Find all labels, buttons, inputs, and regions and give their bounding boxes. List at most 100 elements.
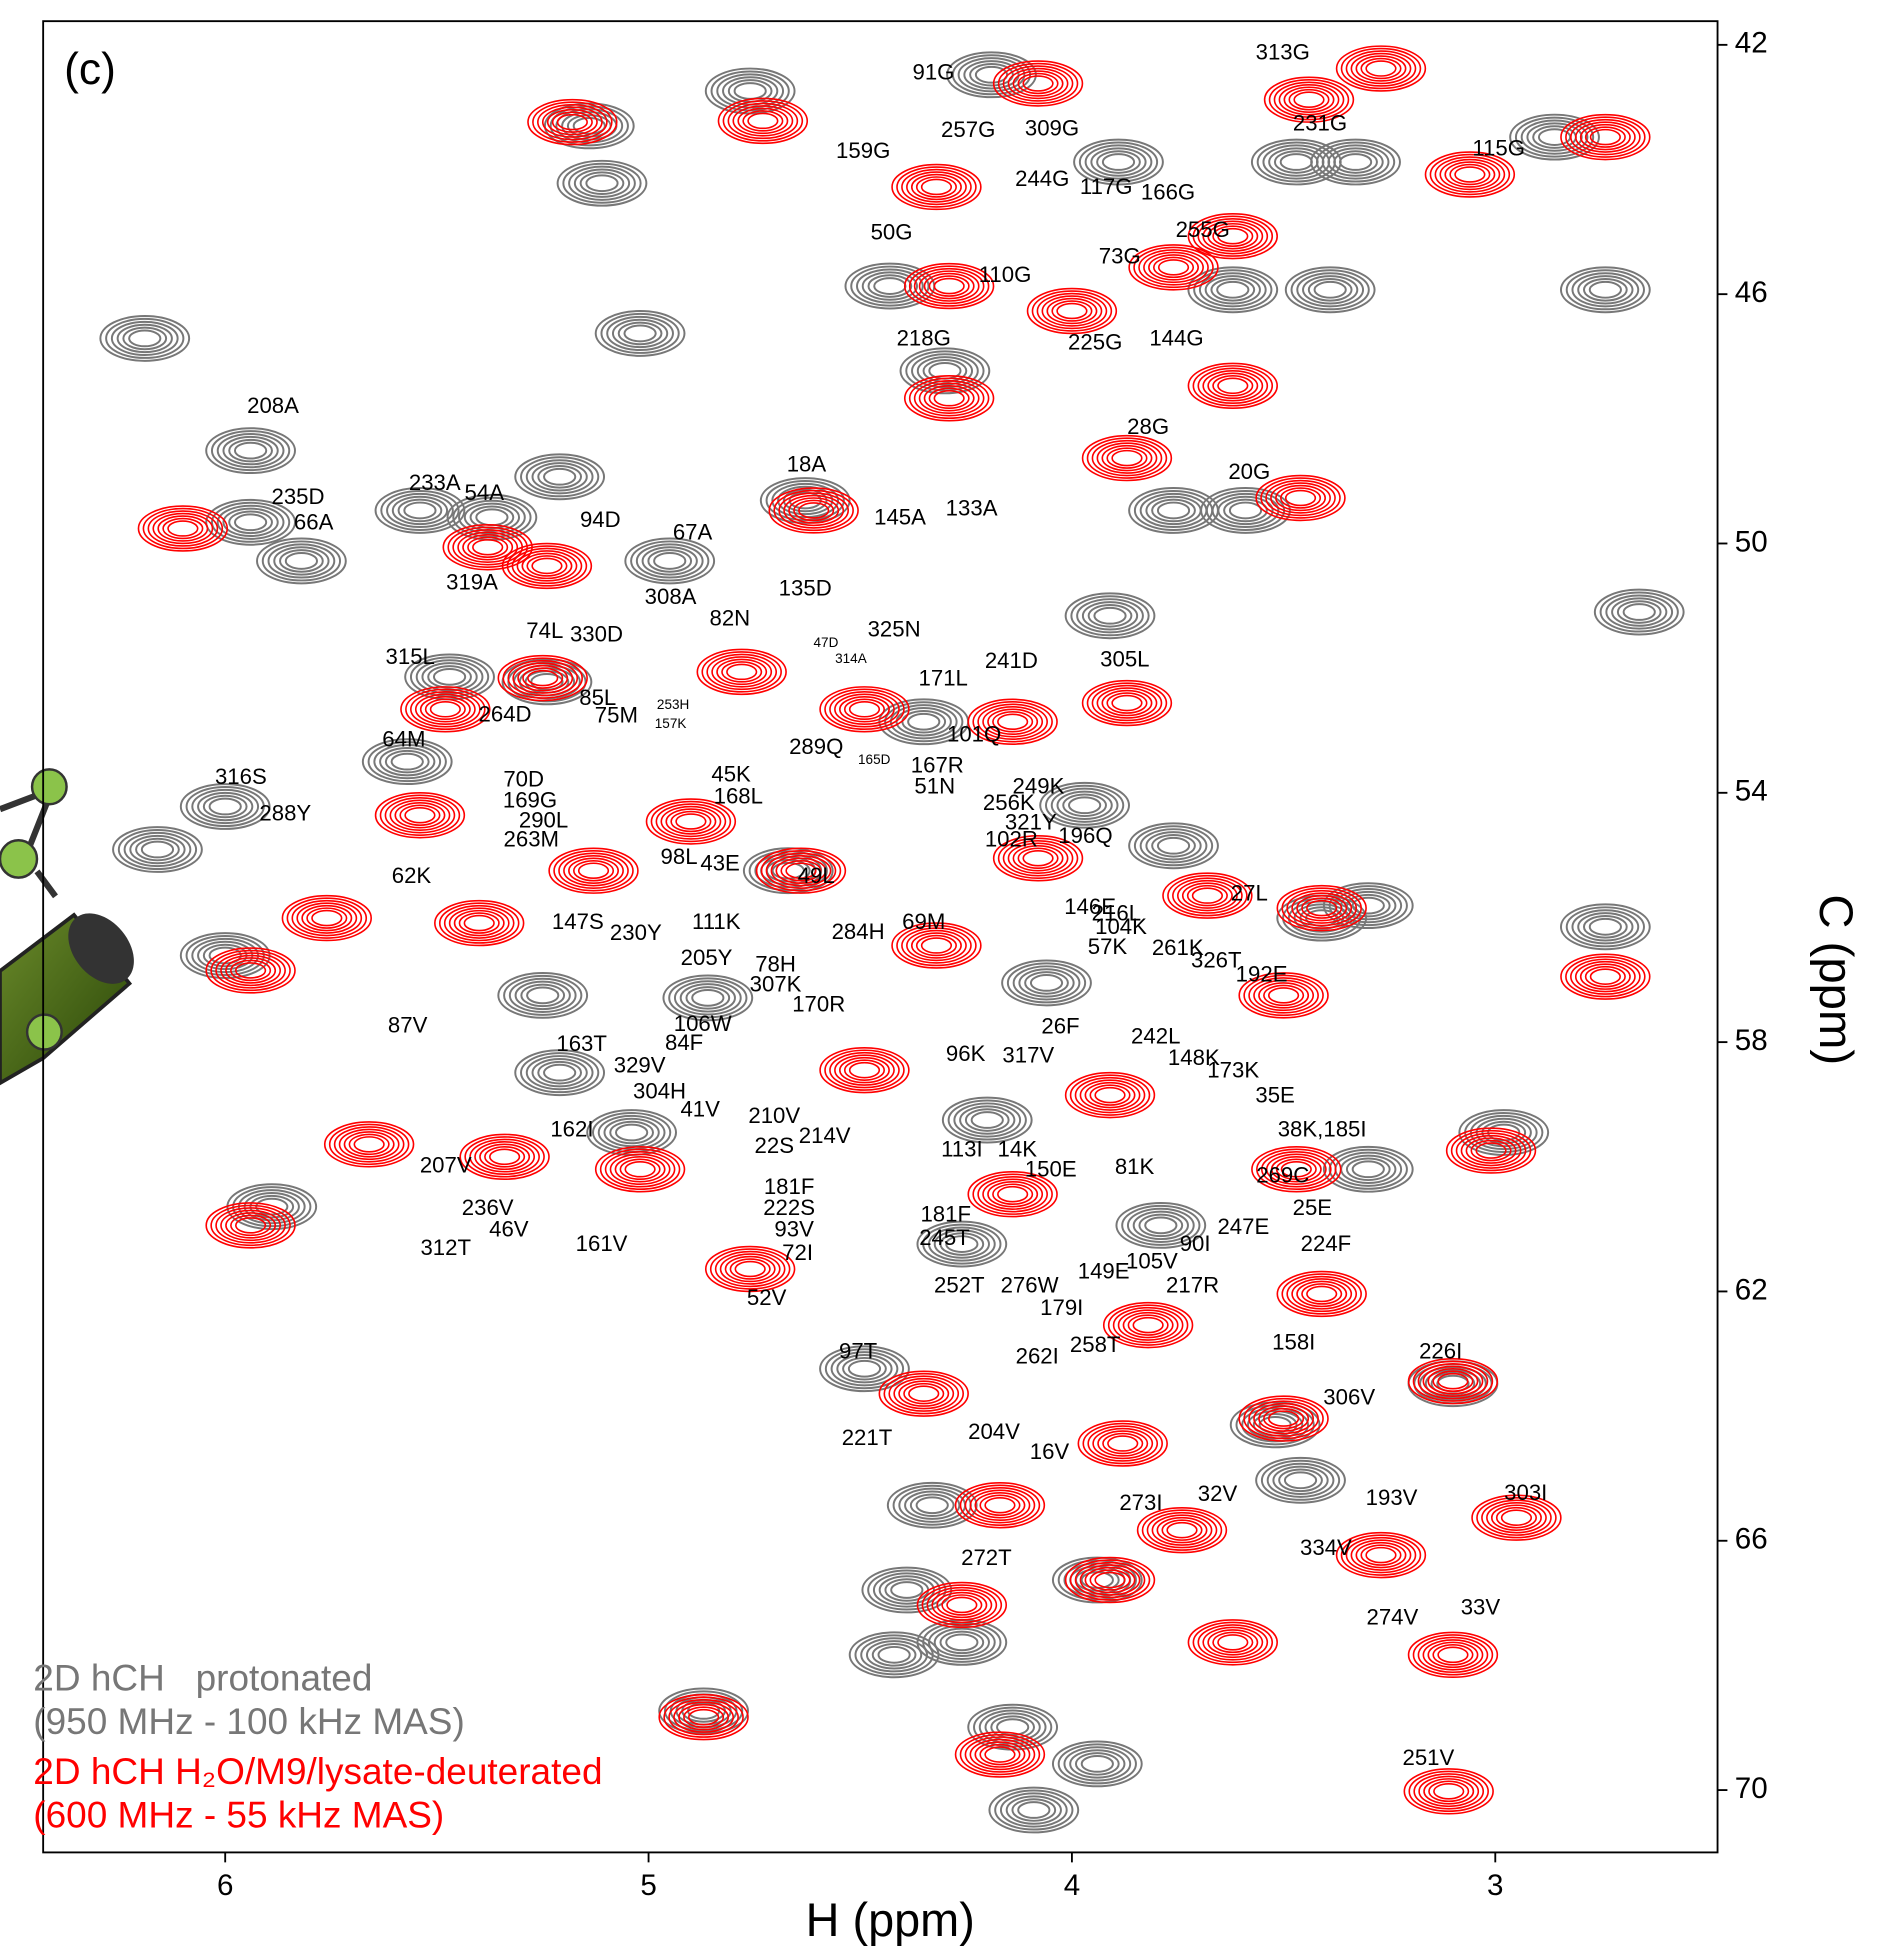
x-tick-label: 6 bbox=[217, 1869, 233, 1902]
contour-ring bbox=[1084, 144, 1153, 180]
contour-ring bbox=[1133, 246, 1214, 289]
peak-contour bbox=[226, 1183, 318, 1231]
plot-area bbox=[43, 21, 1718, 1853]
contour-ring bbox=[400, 686, 491, 733]
peak-label: 231G bbox=[1293, 110, 1347, 135]
peak-contour bbox=[662, 974, 754, 1022]
contour-ring bbox=[1080, 1755, 1114, 1773]
contour-ring bbox=[1074, 1752, 1120, 1776]
contour-ring bbox=[898, 1380, 950, 1407]
contour-ring bbox=[1212, 375, 1254, 397]
contour-ring bbox=[1136, 1506, 1228, 1554]
contour-ring bbox=[904, 1490, 961, 1520]
contour-ring bbox=[1207, 1629, 1259, 1656]
contour-ring bbox=[1191, 887, 1223, 904]
contour-ring bbox=[1045, 784, 1125, 826]
contour-ring bbox=[1102, 1301, 1194, 1349]
contour-ring bbox=[512, 662, 574, 694]
contour-ring bbox=[945, 1235, 979, 1253]
peak-label: 145A bbox=[874, 504, 926, 529]
contour-ring bbox=[1321, 144, 1390, 180]
contour-ring bbox=[1345, 1536, 1417, 1574]
peak-contour bbox=[1593, 588, 1685, 636]
contour-ring bbox=[1355, 1541, 1407, 1569]
contour-ring bbox=[1579, 963, 1631, 990]
contour-ring bbox=[233, 441, 268, 460]
contour-ring bbox=[1276, 884, 1367, 932]
contour-ring bbox=[645, 798, 737, 845]
contour-ring bbox=[903, 1382, 945, 1405]
contour-ring bbox=[501, 658, 593, 706]
contour-ring bbox=[907, 712, 941, 731]
contour-ring bbox=[984, 1746, 1016, 1763]
peak-label: 226I bbox=[1419, 1338, 1462, 1363]
x-tick-label: 3 bbox=[1487, 1869, 1503, 1902]
peak-contour bbox=[967, 1703, 1059, 1751]
peak-contour bbox=[205, 1202, 296, 1249]
contour-ring bbox=[911, 353, 979, 389]
peak-contour bbox=[1276, 1270, 1367, 1318]
peak-label: 255G bbox=[1176, 217, 1230, 242]
contour-ring bbox=[1263, 1407, 1305, 1430]
contour-ring bbox=[829, 691, 900, 728]
contour-ring bbox=[1449, 163, 1491, 186]
contour-ring bbox=[1288, 88, 1330, 111]
contour-ring bbox=[834, 693, 895, 726]
contour-ring bbox=[1106, 447, 1148, 469]
contour-ring bbox=[1422, 1365, 1484, 1397]
contour-ring bbox=[110, 320, 179, 357]
contour-ring bbox=[926, 1586, 998, 1624]
peak-label: 163T bbox=[556, 1031, 607, 1056]
contour-ring bbox=[1036, 292, 1108, 330]
peak-label: 25E bbox=[1293, 1195, 1332, 1220]
contour-ring bbox=[1593, 588, 1685, 636]
plot-frame bbox=[42, 20, 1719, 1854]
peak-contour bbox=[1081, 434, 1173, 482]
contour-ring bbox=[1145, 831, 1202, 861]
contour-ring bbox=[717, 97, 809, 145]
contour-ring bbox=[1565, 955, 1646, 998]
contour-ring bbox=[1589, 968, 1621, 985]
peak-label: 111K bbox=[692, 909, 741, 934]
contour-ring bbox=[1272, 1465, 1329, 1495]
contour-ring bbox=[987, 1180, 1039, 1208]
x-tick-label: 4 bbox=[1064, 1869, 1080, 1902]
contour-ring bbox=[1096, 687, 1158, 719]
contour-ring bbox=[600, 312, 680, 354]
contour-ring bbox=[1360, 57, 1402, 80]
peak-label: 181F bbox=[764, 1174, 815, 1199]
contour-ring bbox=[1427, 1367, 1479, 1395]
contour-ring bbox=[992, 1183, 1034, 1205]
peak-contour bbox=[1064, 1071, 1156, 1119]
peak-contour bbox=[548, 847, 639, 894]
legend-label: 2D hCH H₂O/M9/lysate-deuterated bbox=[33, 1750, 602, 1792]
contour-ring bbox=[1217, 227, 1249, 245]
contour-ring bbox=[785, 862, 817, 879]
contour-ring bbox=[1076, 598, 1144, 634]
contour-ring bbox=[520, 983, 566, 1008]
contour-ring bbox=[1092, 1427, 1154, 1460]
contour-ring bbox=[514, 980, 571, 1011]
contour-ring bbox=[553, 849, 634, 892]
contour-ring bbox=[1187, 362, 1278, 410]
contour-ring bbox=[1057, 1743, 1137, 1785]
contour-ring bbox=[1078, 141, 1159, 183]
contour-ring bbox=[843, 698, 886, 721]
peak-label: 66A bbox=[294, 509, 334, 534]
contour-ring bbox=[1198, 272, 1267, 308]
contour-ring bbox=[537, 465, 583, 489]
peak-contour bbox=[967, 698, 1058, 745]
contour-ring bbox=[992, 60, 1084, 107]
contour-ring bbox=[323, 1121, 415, 1168]
peak-contour bbox=[1284, 266, 1376, 314]
contour-ring bbox=[903, 375, 995, 422]
contour-ring bbox=[1418, 1775, 1480, 1808]
contour-ring bbox=[1074, 1561, 1146, 1599]
peak-label: 102R bbox=[985, 827, 1038, 852]
contour-ring bbox=[972, 1173, 1053, 1215]
contour-ring bbox=[1616, 600, 1662, 624]
peak-contour bbox=[1162, 872, 1253, 919]
peak-label: 214V bbox=[799, 1123, 851, 1148]
contour-ring bbox=[1345, 1157, 1391, 1182]
peak-contour bbox=[594, 310, 686, 357]
